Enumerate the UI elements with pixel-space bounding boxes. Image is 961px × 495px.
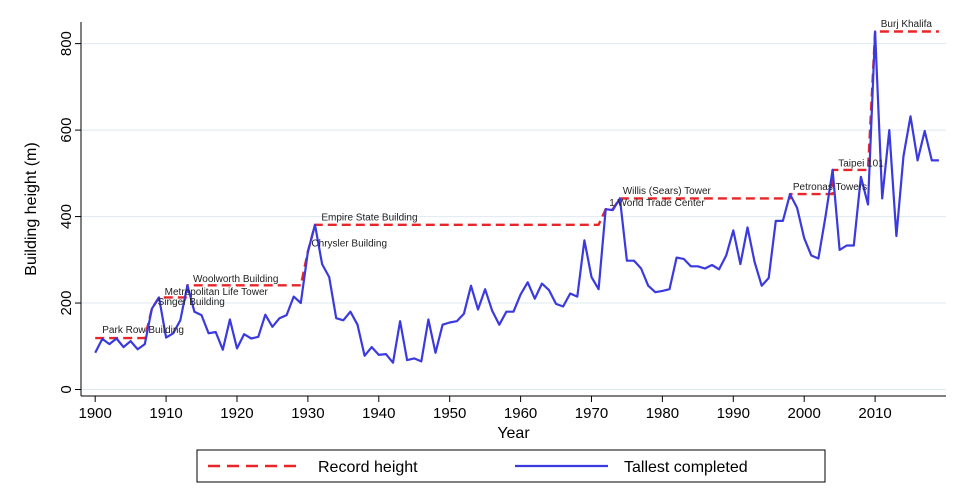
annotation-4: Empire State Building	[321, 212, 417, 223]
gridlines	[81, 43, 946, 391]
x-tick-label-2010: 2010	[858, 405, 891, 422]
y-tick-label-200: 200	[58, 291, 75, 316]
x-tick-label-1970: 1970	[575, 405, 608, 422]
legend: Record height Tallest completed	[196, 449, 826, 483]
x-tick-label-1950: 1950	[433, 405, 466, 422]
y-axis-title: Building height (m)	[23, 142, 40, 275]
y-tick-label-800: 800	[58, 31, 75, 56]
legend-box	[196, 449, 826, 483]
x-tick-label-1980: 1980	[646, 405, 679, 422]
axes: 1900 1910 1920 1930 1940 1950 1960 1970 1980 1990…	[58, 22, 946, 422]
x-axis-title: Year	[497, 425, 530, 442]
annotation-7: 1 World Trade Center	[609, 198, 705, 209]
x-tick-label-1990: 1990	[717, 405, 750, 422]
x-tick-label-1910: 1910	[149, 405, 182, 422]
annotation-0: Park Row Building	[102, 325, 184, 336]
annotations: Park Row Building Singer BuildingMetropol…	[102, 19, 932, 336]
y-tick-label-600: 600	[58, 118, 75, 143]
series-line-tallest-completed	[94, 30, 939, 364]
annotation-8: Petronas Towers	[793, 182, 867, 193]
annotation-5: Chrysler Building	[311, 238, 387, 249]
annotation-2: Metropolitan Life Tower	[165, 287, 269, 298]
x-tick-label-1960: 1960	[504, 405, 537, 422]
x-tick-label-1940: 1940	[362, 405, 395, 422]
y-tick-label-0: 0	[58, 385, 75, 393]
annotation-9: Taipei 101	[838, 158, 884, 169]
annotation-1: Singer Building	[158, 297, 225, 308]
annotation-10: Burj Khalifa	[881, 19, 933, 30]
x-tick-label-2000: 2000	[788, 405, 821, 422]
legend-tallest-label: Tallest completed	[624, 459, 748, 476]
annotation-6: Willis (Sears) Tower	[623, 186, 712, 197]
x-tick-label-1920: 1920	[220, 405, 253, 422]
y-tick-label-400: 400	[58, 204, 75, 229]
series-tallest-completed	[94, 30, 939, 364]
annotation-3: Woolworth Building	[193, 274, 278, 285]
x-tick-label-1930: 1930	[291, 405, 324, 422]
legend-record-label: Record height	[318, 459, 418, 476]
x-tick-label-1900: 1900	[78, 405, 111, 422]
